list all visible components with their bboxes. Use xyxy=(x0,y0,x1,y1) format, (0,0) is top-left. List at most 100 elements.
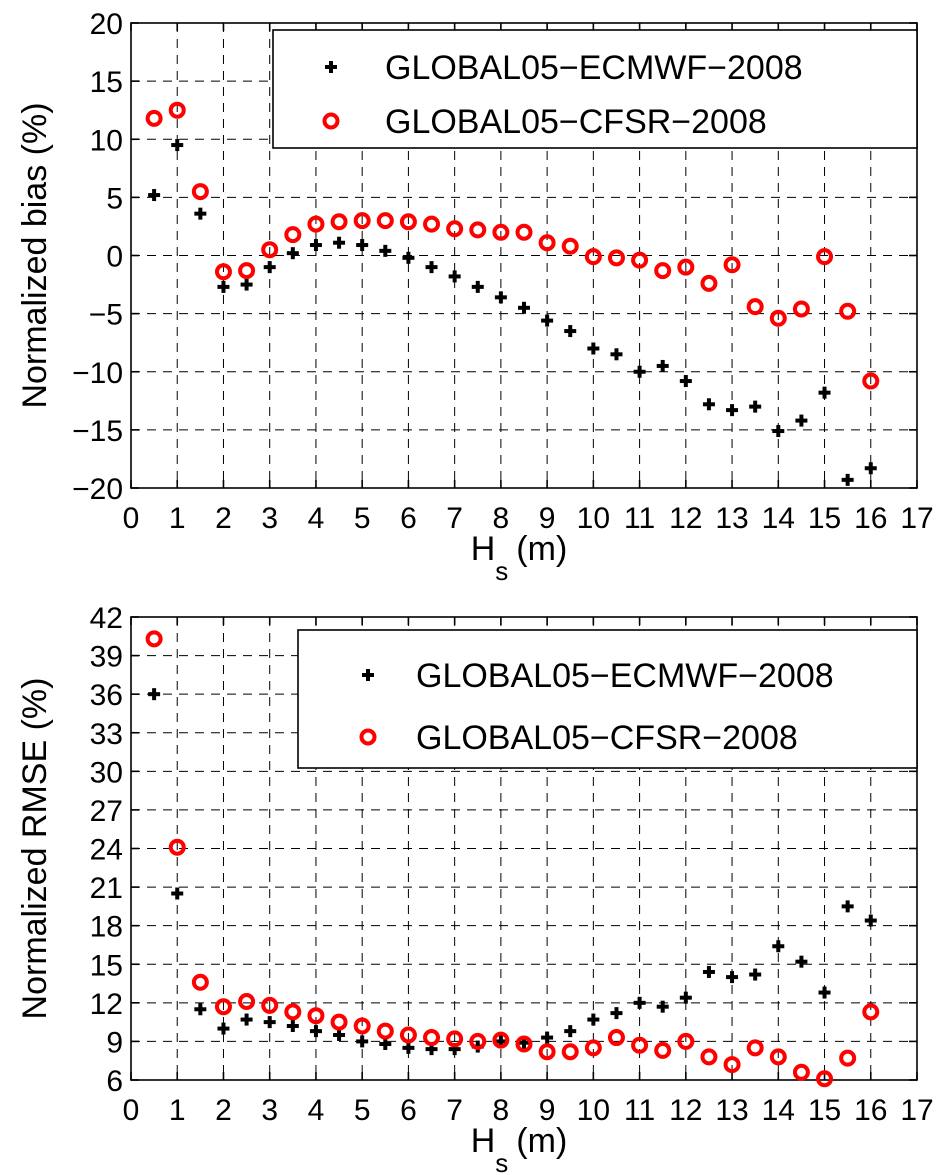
x-tick-label: 3 xyxy=(261,1094,278,1127)
data-point-cfsr xyxy=(538,234,556,252)
data-point-ecmwf xyxy=(402,1041,415,1054)
data-point-cfsr xyxy=(376,1022,394,1040)
data-point-cfsr xyxy=(862,372,880,390)
legend-label: GLOBAL05−CFSR−2008 xyxy=(416,719,798,757)
data-point-ecmwf xyxy=(749,968,762,981)
data-point-cfsr xyxy=(469,221,487,239)
data-point-ecmwf xyxy=(194,207,207,220)
data-point-cfsr xyxy=(561,1043,579,1061)
legend-marker-cfsr xyxy=(359,728,377,746)
data-point-cfsr xyxy=(330,213,348,231)
data-point-ecmwf xyxy=(402,251,415,264)
legend-label: GLOBAL05−ECMWF−2008 xyxy=(385,49,803,87)
x-tick-label: 11 xyxy=(624,502,655,535)
y-tick-label: 21 xyxy=(90,872,123,905)
data-point-ecmwf xyxy=(148,688,161,701)
data-point-cfsr xyxy=(284,1003,302,1021)
legend-label: GLOBAL05−CFSR−2008 xyxy=(385,103,767,141)
x-axis-label-unit: (m) xyxy=(516,1122,567,1160)
data-point-cfsr xyxy=(584,248,602,266)
data-point-ecmwf xyxy=(679,375,692,388)
data-point-cfsr xyxy=(723,1056,741,1074)
data-point-cfsr xyxy=(399,1026,417,1044)
data-point-ecmwf xyxy=(217,1022,230,1035)
x-tick-label: 8 xyxy=(493,502,510,535)
data-point-ecmwf xyxy=(263,261,276,274)
data-point-ecmwf xyxy=(356,1035,369,1048)
y-tick-label: −5 xyxy=(89,299,123,332)
x-axis-label: Hs (m) xyxy=(471,1122,568,1175)
data-point-cfsr xyxy=(839,1049,857,1067)
data-point-cfsr xyxy=(584,1039,602,1057)
data-point-cfsr xyxy=(631,251,649,269)
data-point-cfsr xyxy=(307,215,325,233)
x-tick-label: 1 xyxy=(169,1094,186,1127)
data-point-ecmwf xyxy=(518,301,530,314)
data-point-cfsr xyxy=(792,300,810,318)
x-tick-label: 15 xyxy=(808,1094,841,1127)
data-point-ecmwf xyxy=(171,139,184,152)
data-point-cfsr xyxy=(145,630,163,648)
y-tick-label: 5 xyxy=(106,182,123,215)
x-tick-label: 16 xyxy=(854,1094,887,1127)
data-point-ecmwf xyxy=(818,986,831,999)
x-tick-label: 13 xyxy=(715,1094,748,1127)
data-point-ecmwf xyxy=(633,365,646,378)
y-tick-label: 33 xyxy=(90,718,123,751)
data-point-cfsr xyxy=(839,302,857,320)
x-tick-label: 10 xyxy=(577,502,610,535)
data-point-ecmwf xyxy=(541,1031,554,1044)
data-point-cfsr xyxy=(423,1029,441,1047)
x-tick-label: 2 xyxy=(215,1094,232,1127)
data-point-ecmwf xyxy=(286,1019,299,1032)
data-point-cfsr xyxy=(769,309,787,327)
y-axis-label: Normalized bias (%) xyxy=(16,102,54,408)
data-point-ecmwf xyxy=(194,1003,207,1016)
x-tick-label: 6 xyxy=(400,502,417,535)
data-point-ecmwf xyxy=(864,914,877,927)
x-tick-label: 9 xyxy=(539,1094,556,1127)
data-point-cfsr xyxy=(191,973,209,991)
x-tick-label: 2 xyxy=(215,502,232,535)
data-point-cfsr xyxy=(816,248,834,266)
data-point-cfsr xyxy=(261,996,279,1014)
data-point-cfsr xyxy=(353,212,371,230)
data-point-cfsr xyxy=(631,1036,649,1054)
y-tick-label: −15 xyxy=(72,415,123,448)
legend-marker-ecmwf xyxy=(362,669,374,681)
x-tick-label: 16 xyxy=(854,502,887,535)
data-point-cfsr xyxy=(469,1032,487,1050)
data-point-cfsr xyxy=(607,1029,625,1047)
y-tick-label: 18 xyxy=(90,911,123,944)
data-point-ecmwf xyxy=(263,1016,276,1029)
data-point-cfsr xyxy=(746,298,764,316)
data-point-ecmwf xyxy=(864,462,877,475)
data-point-ecmwf xyxy=(309,239,322,252)
x-tick-label: 8 xyxy=(493,1094,510,1127)
y-tick-label: −10 xyxy=(72,357,123,390)
x-axis-label-sub: s xyxy=(495,556,508,586)
data-point-cfsr xyxy=(330,1013,348,1031)
x-axis-label-unit: (m) xyxy=(516,530,567,568)
data-point-ecmwf xyxy=(564,325,577,338)
data-point-cfsr xyxy=(723,256,741,274)
data-point-ecmwf xyxy=(379,1037,392,1050)
data-point-cfsr xyxy=(654,1041,672,1059)
data-point-cfsr xyxy=(515,1035,533,1053)
data-point-ecmwf xyxy=(587,342,600,355)
x-tick-label: 17 xyxy=(900,502,933,535)
data-point-cfsr xyxy=(561,237,579,255)
x-axis-label: Hs (m) xyxy=(471,530,568,586)
data-point-ecmwf xyxy=(356,239,369,252)
data-point-ecmwf xyxy=(217,280,230,293)
data-point-ecmwf xyxy=(702,398,715,411)
data-point-ecmwf xyxy=(679,991,692,1004)
data-point-ecmwf xyxy=(171,887,184,900)
x-axis-label-main: H xyxy=(471,530,496,568)
data-point-cfsr xyxy=(214,263,232,281)
data-point-ecmwf xyxy=(148,189,161,202)
data-point-ecmwf xyxy=(564,1025,577,1038)
x-tick-label: 13 xyxy=(715,502,748,535)
x-tick-label: 10 xyxy=(577,1094,610,1127)
